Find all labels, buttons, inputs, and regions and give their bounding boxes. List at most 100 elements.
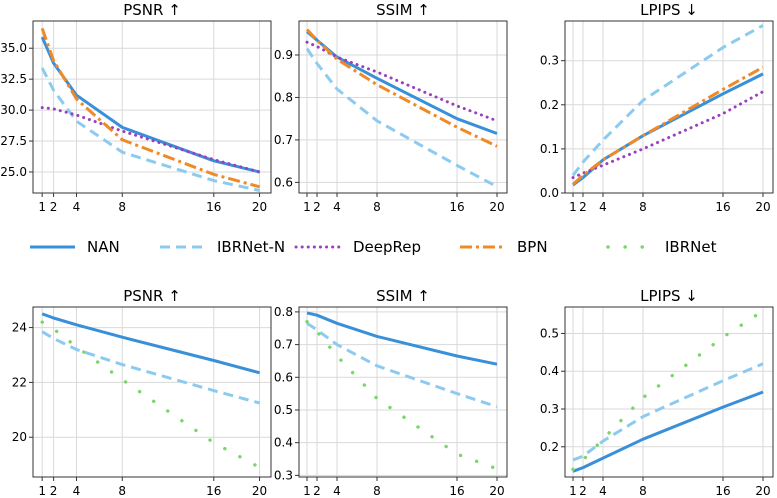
legend-label: BPN <box>517 238 548 256</box>
x-tick-label: 16 <box>715 484 730 498</box>
chart-panel-2: 1 2 4 8 16 20 0.6 0.7 0.8 0.9 SSIM ↑ <box>274 1 508 214</box>
chart-panel-5: 1 2 4 8 16 20 0.3 0.4 0.5 0.6 0.7 0.8 SSIM ↑ <box>274 287 508 498</box>
x-tick-label: 16 <box>449 484 464 498</box>
x-tick-label: 8 <box>373 484 381 498</box>
series-line-deeprep <box>305 40 499 123</box>
x-tick-label: 2 <box>313 200 321 214</box>
series-line-deeprep <box>571 90 765 180</box>
series-line-nan <box>41 312 260 375</box>
y-tick-label: 0.6 <box>274 175 293 189</box>
y-tick-label: 0.3 <box>540 54 559 68</box>
legend-label: DeepRep <box>353 238 421 256</box>
plot-frame <box>32 306 272 478</box>
x-tick-label: 1 <box>569 200 577 214</box>
series-line-ibrnet <box>571 309 765 472</box>
plot-frame <box>564 20 774 194</box>
y-tick-label: 0.8 <box>274 90 293 104</box>
y-tick-label: 0.6 <box>274 370 293 384</box>
y-tick-label: 0.2 <box>540 440 559 454</box>
plot-frame <box>298 306 508 478</box>
y-tick-label: 0.9 <box>274 48 293 62</box>
x-tick-label: 4 <box>599 484 607 498</box>
series-line-ibrnet-n <box>306 322 498 409</box>
x-tick-label: 8 <box>373 200 381 214</box>
series-line-nan <box>306 30 498 135</box>
legend-label: NAN <box>87 238 120 256</box>
chart-panel-1: 1 2 4 8 16 20 25.0 27.5 30.0 32.5 35.0 PSNR ↑ <box>0 1 272 214</box>
series-line-ibrnet-n <box>305 47 498 188</box>
y-tick-label: 24 <box>12 321 27 335</box>
y-tick-label: 0.1 <box>540 142 559 156</box>
x-tick-label: 8 <box>639 200 647 214</box>
x-tick-label: 2 <box>313 484 321 498</box>
x-tick-label: 1 <box>303 484 311 498</box>
x-tick-label: 4 <box>73 200 81 214</box>
y-tick-label: 0.8 <box>274 305 293 319</box>
chart-title: PSNR ↑ <box>123 1 181 19</box>
series-line-ibrnet-n <box>571 24 764 177</box>
x-tick-label: 8 <box>118 200 126 214</box>
x-tick-label: 20 <box>252 484 267 498</box>
chart-panel-3: 1 2 4 8 16 20 0.0 0.1 0.2 0.3 LPIPS ↓ <box>540 1 774 214</box>
x-tick-label: 4 <box>333 200 341 214</box>
y-tick-label: 0.4 <box>274 436 293 450</box>
series-line-nan <box>306 311 498 366</box>
y-tick-label: 0.4 <box>540 364 559 378</box>
x-tick-label: 20 <box>489 484 504 498</box>
x-tick-label: 16 <box>715 200 730 214</box>
plot-frame <box>298 20 508 194</box>
series-line-ibrnet-n <box>572 362 764 462</box>
y-tick-label: 35.0 <box>0 41 27 55</box>
x-tick-label: 16 <box>206 200 221 214</box>
x-tick-label: 2 <box>579 484 587 498</box>
y-tick-label: 30.0 <box>0 103 27 117</box>
y-tick-label: 0.3 <box>274 468 293 482</box>
chart-panel-6: 1 2 4 8 16 20 0.2 0.3 0.4 0.5 LPIPS ↓ <box>540 287 774 498</box>
legend-item-deeprep: DeepRep <box>294 238 421 256</box>
y-tick-label: 0.5 <box>540 326 559 340</box>
x-tick-label: 1 <box>38 484 46 498</box>
x-tick-label: 20 <box>755 200 770 214</box>
y-tick-label: 0.5 <box>274 403 293 417</box>
x-tick-label: 16 <box>449 200 464 214</box>
chart-title: SSIM ↑ <box>376 287 430 305</box>
x-tick-label: 2 <box>50 484 58 498</box>
x-tick-label: 1 <box>303 200 311 214</box>
y-tick-label: 0.2 <box>540 98 559 112</box>
plot-frame <box>32 20 272 194</box>
series-line-nan <box>572 72 764 187</box>
x-tick-label: 20 <box>755 484 770 498</box>
y-tick-label: 0.7 <box>274 133 293 147</box>
plot-frame <box>564 306 774 478</box>
x-tick-label: 4 <box>599 200 607 214</box>
chart-title: LPIPS ↓ <box>640 1 698 19</box>
y-tick-label: 25.0 <box>0 165 27 179</box>
x-tick-label: 2 <box>579 200 587 214</box>
y-tick-label: 0.3 <box>540 402 559 416</box>
legend: NAN IBRNet-N DeepRep BPN IBRNet <box>30 238 717 256</box>
x-tick-label: 4 <box>333 484 341 498</box>
x-tick-label: 2 <box>50 200 58 214</box>
x-tick-label: 1 <box>38 200 46 214</box>
chart-title: SSIM ↑ <box>376 1 430 19</box>
legend-item-ibrnet-n: IBRNet-N <box>160 238 285 256</box>
series-line-ibrnet-n <box>40 67 260 192</box>
legend-item-bpn: BPN <box>460 238 548 256</box>
legend-item-ibrnet: IBRNet <box>606 238 717 256</box>
x-tick-label: 16 <box>206 484 221 498</box>
x-tick-label: 8 <box>118 484 126 498</box>
y-tick-label: 27.5 <box>0 134 27 148</box>
y-tick-label: 0.0 <box>540 186 559 200</box>
y-tick-label: 0.7 <box>274 338 293 352</box>
x-tick-label: 4 <box>73 484 81 498</box>
y-tick-label: 20 <box>12 430 27 444</box>
x-tick-label: 1 <box>569 484 577 498</box>
series-line-bpn <box>40 27 260 189</box>
y-tick-label: 22 <box>12 375 27 389</box>
legend-label: IBRNet <box>665 238 717 256</box>
series-line-ibrnet-n <box>41 330 260 405</box>
x-tick-label: 8 <box>639 484 647 498</box>
series-line-bpn <box>572 65 764 186</box>
